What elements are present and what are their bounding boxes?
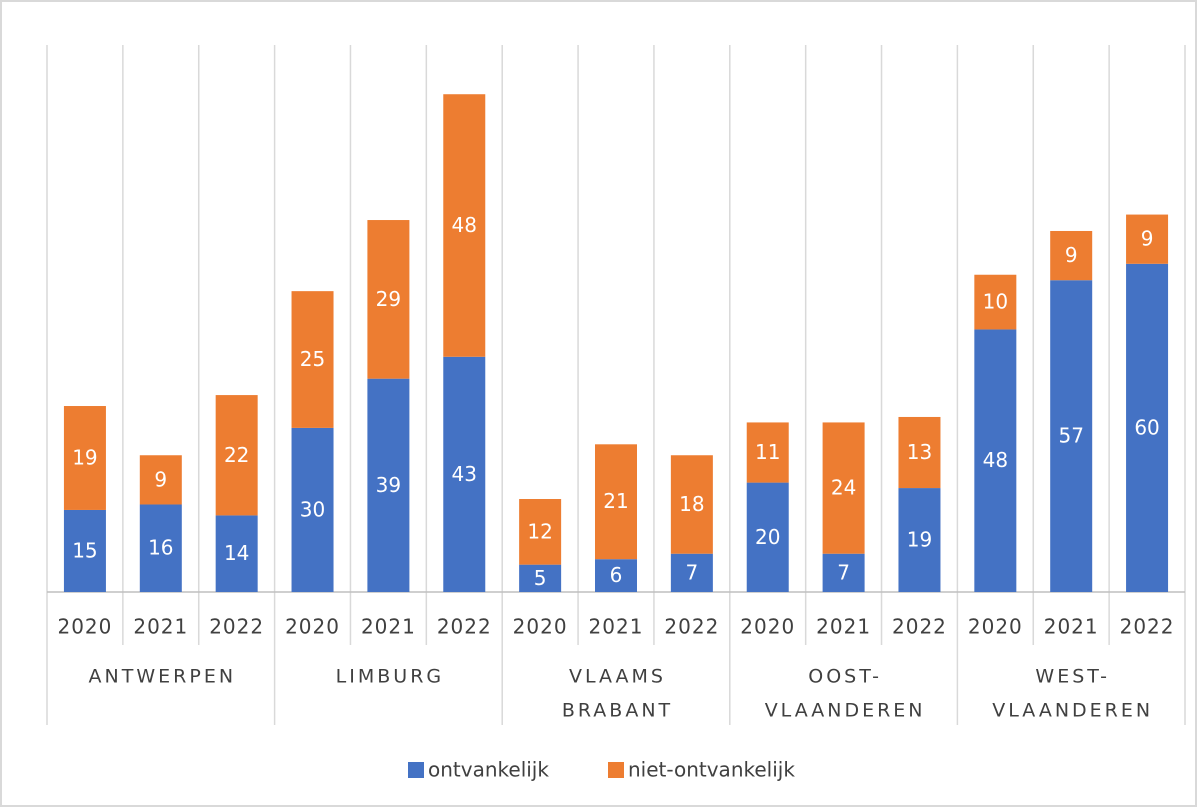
x-tick-label: 2020 [513,615,568,639]
bar-segment [215,395,258,516]
bar-segment [519,564,562,592]
bar-segment [139,455,182,505]
legend-label: ontvankelijk [428,758,549,782]
bar-segment [1050,280,1093,592]
bar-segment [443,94,486,357]
data-label: 25 [300,347,325,371]
bar-segment [595,444,637,560]
group-label: VLAAMS [569,666,666,688]
group-label: WEST- [1035,666,1110,688]
data-label: 20 [755,525,780,549]
data-label: 18 [679,492,704,516]
data-label: 24 [831,476,856,500]
data-label: 10 [983,290,1008,314]
group-label: VLAANDEREN [765,700,926,722]
bar-segment [1050,230,1093,281]
x-tick-label: 2022 [664,615,719,639]
bar-segment [595,559,637,592]
data-label: 9 [1065,243,1078,267]
group-label: ANTWERPEN [89,666,237,688]
bar-segment [63,406,106,510]
group-label: OOST- [808,666,882,688]
data-label: 30 [300,497,325,521]
x-tick-label: 2021 [1044,615,1099,639]
data-label: 7 [837,560,850,584]
data-label: 6 [610,563,623,587]
bar-segment [1126,263,1169,592]
data-label: 16 [148,536,173,560]
x-tick-label: 2022 [209,615,264,639]
bar-segment [746,482,789,592]
bar-segment [519,499,562,565]
bar-segment [291,427,334,592]
bar-segment [139,504,182,592]
x-tick-label: 2022 [892,615,947,639]
x-tick-label: 2020 [57,615,112,639]
x-tick-label: 2020 [285,615,340,639]
x-tick-label: 2022 [1120,615,1175,639]
bar-segment [670,553,713,592]
data-label: 15 [72,538,97,562]
data-label: 60 [1134,415,1159,439]
legend-swatch [408,762,424,778]
bar-segment [898,488,941,592]
data-label: 39 [376,473,401,497]
group-label: BRABANT [562,700,673,722]
bar-segment [670,455,713,554]
data-label: 29 [376,287,401,311]
x-tick-label: 2021 [589,615,644,639]
x-tick-label: 2020 [968,615,1023,639]
bar-segment [974,329,1017,592]
data-label: 48 [452,213,477,237]
data-label: 9 [1141,227,1154,251]
data-label: 14 [224,541,249,565]
bar-segment [898,416,941,489]
legend-swatch [608,762,624,778]
bar-segment [974,274,1017,330]
bar-segment [746,422,789,483]
bar-segment [367,378,410,592]
x-tick-label: 2021 [816,615,871,639]
x-tick-label: 2021 [361,615,416,639]
bar-segment [443,356,486,592]
bar-segment [1126,214,1169,264]
data-label: 12 [527,519,552,543]
bar-segment [367,220,410,379]
data-label: 13 [907,440,932,464]
data-label: 57 [1058,424,1083,448]
bar-segment [63,509,106,592]
bar-segment [822,422,865,554]
data-label: 9 [154,467,167,491]
data-label: 11 [755,440,780,464]
x-tick-label: 2020 [740,615,795,639]
bar-segment [822,553,865,592]
x-tick-label: 2021 [133,615,188,639]
data-label: 22 [224,443,249,467]
data-label: 5 [534,566,547,590]
group-label: LIMBURG [336,666,444,688]
data-label: 19 [907,528,932,552]
legend-label: niet-ontvankelijk [628,758,795,782]
group-label: VLAANDEREN [992,700,1153,722]
data-label: 48 [983,448,1008,472]
data-label: 21 [603,489,628,513]
bar-segment [291,291,334,428]
data-label: 7 [685,560,698,584]
data-label: 19 [72,445,97,469]
x-tick-label: 2022 [437,615,492,639]
data-label: 43 [452,462,477,486]
bar-segment [215,515,258,592]
